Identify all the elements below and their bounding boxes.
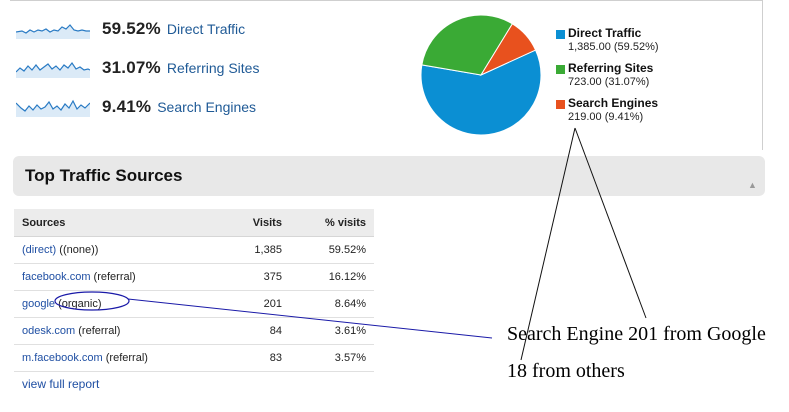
view-full-report-link[interactable]: view full report <box>22 377 100 391</box>
summary-percent: 9.41% <box>102 97 152 116</box>
pct-cell: 3.57% <box>289 344 374 372</box>
pie-slice-search-engines[interactable] <box>479 23 537 77</box>
summary-referring-sites[interactable]: 31.07% Referring Sites <box>16 56 259 80</box>
table-row: (direct) ((none)) 1,385 59.52% <box>14 236 374 264</box>
sources-table-wrap: Sources Visits % visits (direct) ((none)… <box>14 209 374 372</box>
legend-name: Search Engines <box>568 96 659 110</box>
medium-text: ((none)) <box>59 244 99 256</box>
sparkline-icon <box>16 24 90 39</box>
summary-search-engines[interactable]: 9.41% Search Engines <box>16 95 256 119</box>
sparkline-icon <box>16 99 90 117</box>
section-title: Top Traffic Sources <box>25 166 183 185</box>
annotation-text-2: 18 from others <box>507 360 625 382</box>
sparkline-icon <box>16 61 90 78</box>
summary-link[interactable]: Direct Traffic <box>166 21 246 37</box>
table-row: odesk.com (referral) 84 3.61% <box>14 317 374 345</box>
pct-cell: 59.52% <box>289 236 374 264</box>
table-header-row: Sources Visits % visits <box>14 209 374 237</box>
legend-swatch <box>556 30 565 39</box>
source-link[interactable]: facebook.com <box>22 271 91 283</box>
visits-cell: 84 <box>223 317 290 345</box>
table-row: google (organic) 201 8.64% <box>14 290 374 318</box>
visits-cell: 1,385 <box>223 236 290 264</box>
summary-link[interactable]: Search Engines <box>157 99 257 115</box>
visits-cell: 201 <box>223 290 290 318</box>
pie-slice-direct-traffic[interactable] <box>420 49 542 136</box>
col-pct-visits[interactable]: % visits <box>289 209 374 237</box>
medium-text: (referral) <box>93 271 136 283</box>
annotation-text-1: Search Engine 201 from Google <box>507 323 766 345</box>
source-cell: facebook.com (referral) <box>14 263 224 291</box>
legend-value: 723.00 (31.07%) <box>568 76 650 88</box>
summary-direct-traffic[interactable]: 59.52% Direct Traffic <box>16 17 245 41</box>
pct-cell: 8.64% <box>289 290 374 318</box>
summary-link[interactable]: Referring Sites <box>166 60 260 76</box>
source-link[interactable]: (direct) <box>22 244 57 256</box>
traffic-pie-chart <box>416 10 546 140</box>
pct-cell: 3.61% <box>289 317 374 345</box>
col-visits[interactable]: Visits <box>223 209 290 237</box>
legend-item-referring: Referring Sites 723.00 (31.07%) <box>556 61 736 89</box>
source-cell: google (organic) <box>14 290 224 318</box>
medium-text: (referral) <box>78 325 121 337</box>
visits-cell: 375 <box>223 263 290 291</box>
source-cell: odesk.com (referral) <box>14 317 224 345</box>
source-cell: m.facebook.com (referral) <box>14 344 224 372</box>
pie-legend: Direct Traffic 1,385.00 (59.52%) Referri… <box>556 26 736 131</box>
summary-percent: 59.52% <box>102 19 161 38</box>
summary-percent: 31.07% <box>102 58 161 77</box>
source-link[interactable]: google <box>22 298 56 310</box>
pct-cell: 16.12% <box>289 263 374 291</box>
collapse-icon[interactable]: ▲ <box>748 180 757 190</box>
col-sources[interactable]: Sources <box>14 209 224 237</box>
sources-table: Sources Visits % visits (direct) ((none)… <box>14 209 374 372</box>
right-border <box>762 0 763 150</box>
legend-item-direct: Direct Traffic 1,385.00 (59.52%) <box>556 26 736 54</box>
legend-item-search: Search Engines 219.00 (9.41%) <box>556 96 736 124</box>
table-row: facebook.com (referral) 375 16.12% <box>14 263 374 291</box>
legend-value: 1,385.00 (59.52%) <box>568 41 659 53</box>
source-cell: (direct) ((none)) <box>14 236 224 264</box>
legend-swatch <box>556 65 565 74</box>
visits-cell: 83 <box>223 344 290 372</box>
legend-name: Direct Traffic <box>568 26 642 40</box>
legend-swatch <box>556 100 565 109</box>
medium-text: (organic) <box>58 298 102 310</box>
source-link[interactable]: m.facebook.com <box>22 352 103 364</box>
table-row: m.facebook.com (referral) 83 3.57% <box>14 344 374 372</box>
pie-svg <box>420 14 542 136</box>
top-border <box>10 0 763 1</box>
medium-text: (referral) <box>105 352 148 364</box>
legend-value: 219.00 (9.41%) <box>568 111 644 123</box>
legend-name: Referring Sites <box>568 61 654 75</box>
source-link[interactable]: odesk.com <box>22 325 76 337</box>
